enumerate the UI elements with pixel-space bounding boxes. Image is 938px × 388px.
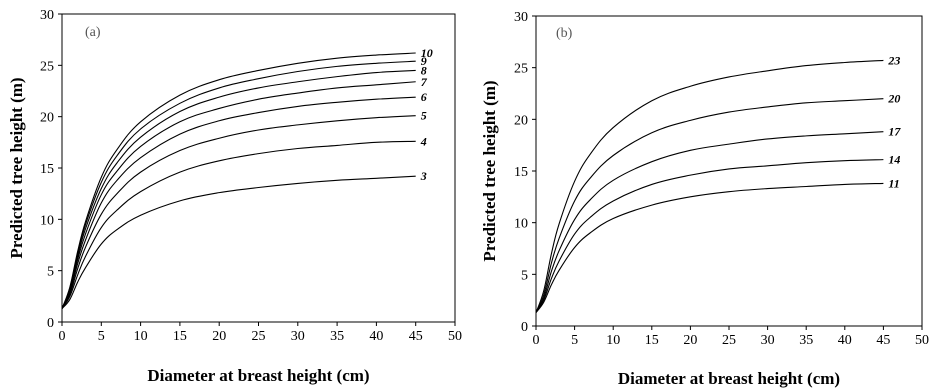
panel-b-y-tick-label: 10 (514, 217, 528, 232)
panel-a-y-tick-label: 0 (47, 316, 54, 331)
panel-a-series-line-4 (61, 140, 416, 309)
panel-b-series-line-23 (535, 59, 884, 313)
panel-b-x-tick-label: 15 (645, 333, 659, 348)
panel-b-label: (b) (556, 26, 573, 41)
panel-b-y-tick-label: 5 (521, 268, 528, 283)
panel-a-series-label-7: 7 (421, 75, 428, 89)
panel-a-x-tick-label: 35 (330, 329, 344, 344)
panel-a-y-tick-label: 30 (40, 8, 54, 23)
panel-b-x-tick-label: 10 (606, 333, 620, 348)
panel-b-y-tick-label: 0 (521, 320, 528, 335)
panel-b-y-tick-label: 30 (514, 10, 528, 25)
panel-a-y-tick-label: 15 (40, 162, 54, 177)
panel-a-series-line-7 (61, 81, 416, 309)
panel-a-x-tick-label: 20 (212, 329, 226, 344)
panel-a-y-tick-label: 10 (40, 213, 54, 228)
panel-b-series-label-17: 17 (888, 125, 901, 139)
panel-a-series-line-8 (61, 69, 416, 309)
panel-b-x-tick-label: 45 (876, 333, 890, 348)
panel-b-series-line-20 (535, 98, 884, 313)
panel-b-x-tick-label: 25 (722, 333, 736, 348)
panel-a-series-label-8: 8 (421, 63, 427, 77)
panel-a-series-line-6 (61, 96, 416, 309)
panel-b-x-axis-title: Diameter at breast height (cm) (618, 369, 840, 388)
panel-a-x-tick-label: 30 (291, 329, 305, 344)
panel-a-x-tick-label: 5 (98, 329, 105, 344)
panel-b-chart: 0 5 10 15 20 25 30 0 5 10 15 20 25 30 35 40 45 50 Diameter… (480, 10, 929, 388)
panel-a-series-label-5: 5 (421, 109, 427, 123)
panel-a-y-tick-label: 5 (47, 265, 54, 280)
panel-b-x-tick-label: 40 (838, 333, 852, 348)
panel-a-series-label-4: 4 (420, 134, 427, 148)
panel-b-y-tick-label: 25 (514, 62, 528, 77)
panel-b-plot-frame (535, 15, 923, 327)
panel-a-series-label-9: 9 (421, 54, 427, 68)
panel-b-series-label-20: 20 (887, 92, 900, 106)
panel-b-y-tick-label: 20 (514, 113, 528, 128)
panel-b-y-tick-label: 15 (514, 165, 528, 180)
panel-b-x-tick-label: 20 (683, 333, 697, 348)
panel-a-x-tick-label: 0 (59, 329, 66, 344)
panel-a-series-label-3: 3 (420, 169, 427, 183)
panel-a-x-tick-label: 50 (448, 329, 462, 344)
panel-b-x-tick-label: 30 (761, 333, 775, 348)
panel-a-series-label-10: 10 (421, 46, 433, 60)
panel-a-x-tick-label: 10 (134, 329, 148, 344)
panel-b-series-line-17 (535, 131, 884, 313)
panel-a-x-tick-label: 40 (369, 329, 383, 344)
panel-b-series-line-14 (535, 159, 884, 313)
panel-a-plot-frame (61, 13, 456, 323)
panel-a-x-tick-label: 15 (173, 329, 187, 344)
panel-a-y-axis-title: Predicted tree height (m) (7, 77, 26, 258)
panel-b-x-tick-label: 35 (799, 333, 813, 348)
panel-b-series-line-11 (535, 182, 884, 313)
panel-a-y-tick-label: 20 (40, 111, 54, 126)
panel-b-x-tick-label: 0 (533, 333, 540, 348)
panel-a-x-tick-label: 25 (252, 329, 266, 344)
panel-a-x-tick-label: 45 (409, 329, 423, 344)
panel-b-series-label-11: 11 (888, 176, 899, 190)
panel-b-x-tick-label: 50 (915, 333, 929, 348)
panel-b-y-axis-title: Predicted tree height (m) (480, 80, 499, 261)
panel-a-series-line-5 (61, 115, 416, 309)
panel-a-x-axis-title: Diameter at breast height (cm) (147, 366, 369, 385)
panel-a-series-line-10 (61, 52, 416, 309)
panel-b-series-label-23: 23 (887, 53, 900, 67)
panel-a-series-label-6: 6 (421, 90, 427, 104)
panel-b-x-tick-label: 5 (571, 333, 578, 348)
panel-a-y-tick-label: 25 (40, 59, 54, 74)
panel-a-series-line-9 (61, 60, 416, 309)
panel-a-series-line-3 (61, 175, 416, 310)
panel-a-label: (a) (85, 25, 101, 40)
panel-b-series-label-14: 14 (888, 153, 900, 167)
